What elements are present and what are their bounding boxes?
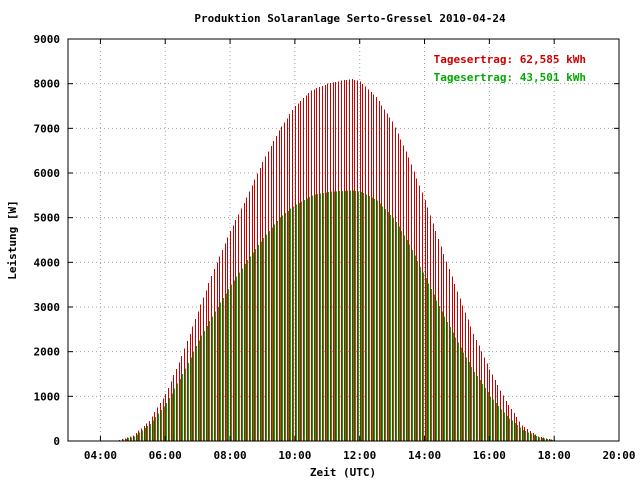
x-axis-title: Zeit (UTC) <box>310 466 376 479</box>
legend-entry: Tagesertrag: 62,585 kWh <box>434 53 586 66</box>
grid-layer <box>68 39 619 441</box>
y-tick-label: 0 <box>53 435 60 448</box>
y-tick-label: 6000 <box>34 167 61 180</box>
y-tick-label: 1000 <box>34 390 61 403</box>
x-tick-label: 14:00 <box>408 449 441 462</box>
x-tick-label: 20:00 <box>602 449 635 462</box>
x-tick-label: 06:00 <box>149 449 182 462</box>
x-tick-label: 16:00 <box>473 449 506 462</box>
series-1-bars <box>120 190 562 441</box>
y-tick-label: 5000 <box>34 212 61 225</box>
legend: Tagesertrag: 62,585 kWh Tagesertrag: 43,5… <box>434 53 586 84</box>
x-tick-label: 04:00 <box>84 449 117 462</box>
x-tick-label: 12:00 <box>343 449 376 462</box>
ticks-layer: 04:00 06:00 08:00 10:00 12:00 14:00 16:00 18:00… <box>34 33 636 462</box>
bars-layer <box>119 79 562 441</box>
y-tick-label: 7000 <box>34 122 61 135</box>
y-tick-label: 4000 <box>34 256 61 269</box>
y-tick-label: 8000 <box>34 78 61 91</box>
plot-frame <box>67 38 620 442</box>
x-tick-label: 08:00 <box>213 449 246 462</box>
chart-title: Produktion Solaranlage Serto-Gressel 201… <box>194 12 506 25</box>
y-tick-label: 9000 <box>34 33 61 46</box>
y-tick-label: 2000 <box>34 346 61 359</box>
y-tick-label: 3000 <box>34 301 61 314</box>
series-0-bars <box>119 79 561 441</box>
y-axis-title: Leistung [W] <box>6 200 19 279</box>
x-tick-label: 10:00 <box>278 449 311 462</box>
x-tick-label: 18:00 <box>538 449 571 462</box>
legend-entry: Tagesertrag: 43,501 kWh <box>434 71 586 84</box>
